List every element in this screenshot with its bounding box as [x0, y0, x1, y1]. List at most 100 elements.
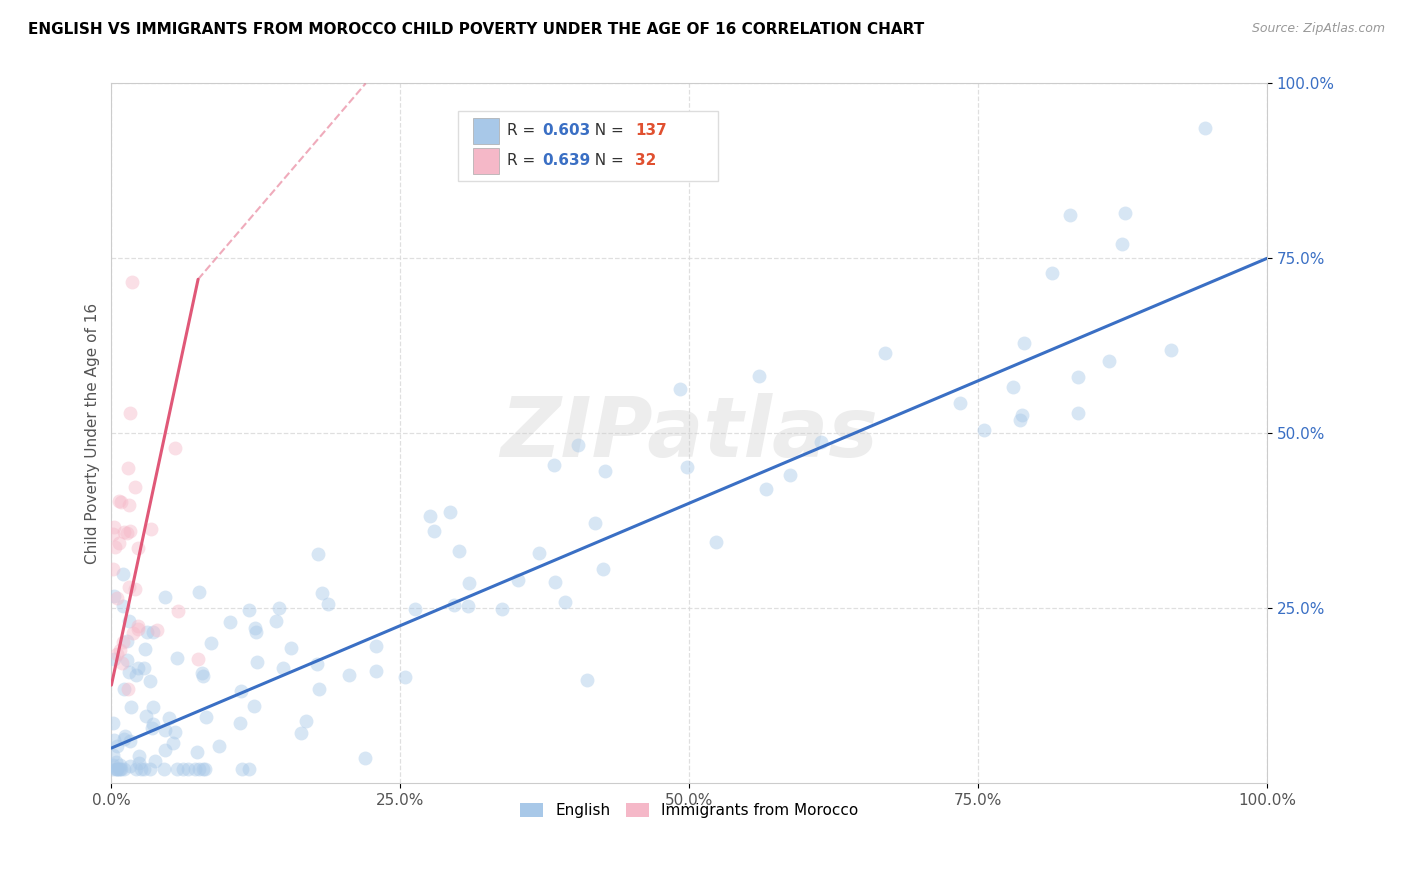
- Text: 0.639: 0.639: [543, 153, 591, 168]
- Point: [159, 711, 181, 725]
- Point: [112, 732, 135, 747]
- Point: [129, 762, 152, 776]
- Point: [101, 747, 124, 762]
- Point: [295, 714, 318, 729]
- Point: [110, 762, 132, 776]
- Point: [554, 595, 576, 609]
- Point: [186, 745, 208, 759]
- FancyBboxPatch shape: [474, 118, 499, 145]
- Point: [305, 657, 328, 672]
- Point: [105, 591, 128, 606]
- Point: [166, 604, 188, 618]
- Point: [191, 669, 214, 683]
- Point: [108, 643, 131, 657]
- Point: [115, 526, 138, 541]
- Point: [264, 614, 287, 628]
- Point: [118, 406, 141, 420]
- Text: R =: R =: [506, 123, 540, 137]
- Point: [110, 762, 132, 776]
- Point: [394, 670, 416, 684]
- Point: [146, 624, 169, 638]
- Point: [187, 762, 209, 776]
- Point: [114, 681, 136, 696]
- Point: [246, 655, 269, 669]
- Point: [122, 626, 145, 640]
- Point: [457, 599, 479, 613]
- Point: [125, 762, 148, 776]
- Point: [153, 723, 176, 738]
- Point: [1160, 343, 1182, 357]
- Point: [103, 732, 125, 747]
- Point: [669, 382, 692, 396]
- Point: [132, 661, 155, 675]
- Point: [141, 722, 163, 736]
- Y-axis label: Child Poverty Under the Age of 16: Child Poverty Under the Age of 16: [86, 302, 100, 564]
- Point: [229, 715, 252, 730]
- Point: [200, 636, 222, 650]
- Legend: English, Immigrants from Morocco: English, Immigrants from Morocco: [515, 797, 865, 824]
- Point: [419, 508, 441, 523]
- Point: [280, 640, 302, 655]
- Point: [101, 562, 124, 576]
- Point: [704, 534, 727, 549]
- Point: [1194, 121, 1216, 136]
- Point: [103, 589, 125, 603]
- Point: [543, 458, 565, 472]
- Point: [592, 562, 614, 576]
- Point: [120, 699, 142, 714]
- Point: [219, 615, 242, 630]
- Point: [105, 762, 128, 776]
- Point: [117, 461, 139, 475]
- Point: [508, 574, 530, 588]
- FancyBboxPatch shape: [474, 148, 499, 175]
- Point: [134, 641, 156, 656]
- Point: [135, 709, 157, 723]
- Point: [105, 739, 128, 753]
- Point: [177, 762, 200, 776]
- Point: [439, 505, 461, 519]
- Point: [191, 762, 214, 776]
- Point: [366, 639, 388, 653]
- Point: [779, 467, 801, 482]
- Point: [337, 667, 360, 681]
- Point: [142, 699, 165, 714]
- Point: [307, 547, 329, 561]
- Point: [112, 566, 135, 581]
- Point: [153, 743, 176, 757]
- Point: [125, 668, 148, 682]
- Point: [166, 651, 188, 665]
- Point: [124, 582, 146, 597]
- Point: [1114, 205, 1136, 219]
- Point: [243, 621, 266, 635]
- Point: [128, 748, 150, 763]
- Point: [810, 435, 832, 450]
- Point: [567, 438, 589, 452]
- Point: [1111, 237, 1133, 252]
- Point: [191, 665, 214, 680]
- Point: [101, 762, 124, 776]
- Point: [108, 535, 131, 549]
- Text: N =: N =: [585, 153, 628, 168]
- Point: [112, 599, 135, 613]
- Point: [115, 634, 138, 648]
- Point: [187, 652, 209, 666]
- Point: [949, 396, 972, 410]
- Point: [316, 597, 339, 611]
- Point: [404, 602, 426, 616]
- Point: [155, 591, 177, 605]
- Point: [117, 580, 139, 594]
- Point: [290, 726, 312, 740]
- Point: [118, 614, 141, 628]
- Point: [124, 480, 146, 494]
- Point: [188, 585, 211, 599]
- Point: [163, 725, 186, 739]
- Point: [172, 762, 194, 776]
- Point: [103, 652, 125, 666]
- Point: [676, 460, 699, 475]
- Point: [449, 544, 471, 558]
- Text: ENGLISH VS IMMIGRANTS FROM MOROCCO CHILD POVERTY UNDER THE AGE OF 16 CORRELATION: ENGLISH VS IMMIGRANTS FROM MOROCCO CHILD…: [28, 22, 924, 37]
- Point: [1067, 370, 1090, 384]
- Point: [166, 762, 188, 776]
- Point: [104, 762, 127, 776]
- Point: [243, 699, 266, 714]
